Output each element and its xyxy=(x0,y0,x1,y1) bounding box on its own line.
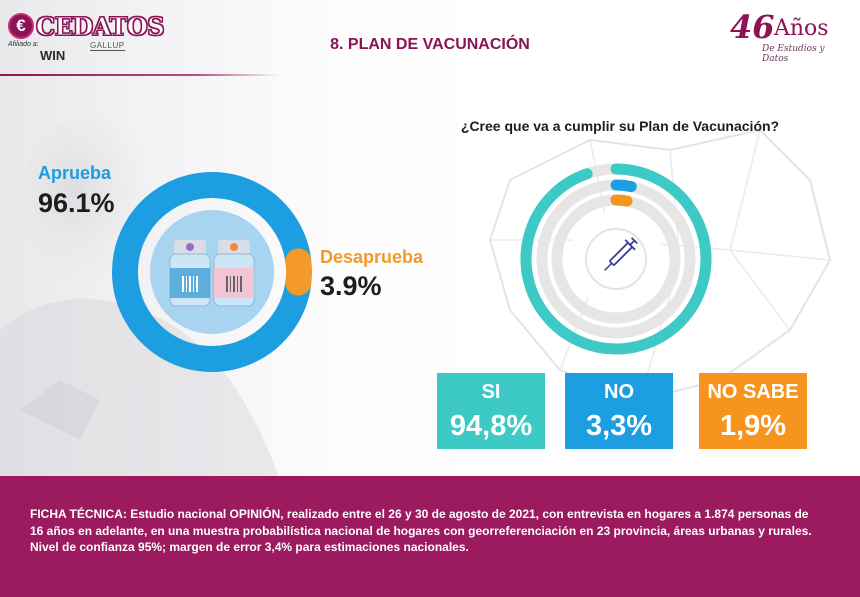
vaccine-vials-icon xyxy=(169,240,255,307)
result-label-si: SI xyxy=(481,381,501,403)
ficha-tecnica-text: FICHA TÉCNICA: Estudio nacional OPINIÓN,… xyxy=(30,506,830,556)
ficha-line-3: Nivel de confianza 95%; margen de error … xyxy=(30,540,469,554)
logo-emblem-icon: € xyxy=(8,13,34,39)
donut-slice-aprueba xyxy=(112,172,312,372)
anniversary-logo: 46 Años De Estudios y Datos xyxy=(730,8,850,64)
result-label-no-sabe: NO SABE xyxy=(707,381,799,403)
header-divider xyxy=(0,74,280,76)
result-box-si: SI 94,8% xyxy=(437,373,545,449)
radial-bar-si xyxy=(520,163,712,355)
ficha-line-2: 16 años en adelante, en una muestra prob… xyxy=(30,523,812,538)
affiliate-label: Afiliado a: xyxy=(8,41,39,48)
slide-title: 8. PLAN DE VACUNACIÓN xyxy=(330,36,530,53)
result-box-no: NO 3,3% xyxy=(565,373,673,449)
rings-center-disc xyxy=(569,212,663,306)
legend-label-desaprueba: Desaprueba xyxy=(320,247,424,267)
data-label-aprueba: 96.1% xyxy=(38,188,115,218)
center-disc-ring xyxy=(585,228,647,290)
approval-donut-chart xyxy=(112,172,312,372)
radial-bar-no-sabe xyxy=(610,194,633,207)
result-value-no: 3,3% xyxy=(585,410,653,442)
result-label-no: NO xyxy=(604,381,634,403)
cedatos-logo: € CEDATOS Afiliado a: WIN GALLUP xyxy=(4,8,274,78)
donut-slice-desaprueba xyxy=(285,248,312,296)
ficha-line-1: FICHA TÉCNICA: Estudio nacional OPINIÓN,… xyxy=(30,507,809,521)
result-box-no-sabe: NO SABE 1,9% xyxy=(699,373,807,449)
result-value-no-sabe: 1,9% xyxy=(719,410,787,442)
syringe-icon xyxy=(604,237,638,271)
ficha-tecnica-footer: FICHA TÉCNICA: Estudio nacional OPINIÓN,… xyxy=(0,476,860,597)
result-value-si: 94,8% xyxy=(449,410,533,442)
logo-mark: € CEDATOS xyxy=(8,11,165,41)
logo-brand-text: CEDATOS xyxy=(35,11,165,41)
chart-question-title: ¿Cree que va a cumplir su Plan de Vacuna… xyxy=(460,118,780,134)
win-logo: WIN xyxy=(40,48,66,63)
legend-label-aprueba: Aprueba xyxy=(38,163,112,183)
anniversary-word: Años xyxy=(774,16,829,41)
background-figure-icon xyxy=(0,115,280,480)
anniversary-subtitle: De Estudios y Datos xyxy=(762,44,825,64)
gallup-logo: GALLUP xyxy=(90,41,125,51)
data-label-desaprueba: 3.9% xyxy=(320,271,382,301)
radial-bar-no xyxy=(610,179,637,193)
radial-bar-chart xyxy=(520,163,712,355)
anniversary-number: 46 xyxy=(730,8,775,46)
donut-center-disc xyxy=(150,210,274,334)
